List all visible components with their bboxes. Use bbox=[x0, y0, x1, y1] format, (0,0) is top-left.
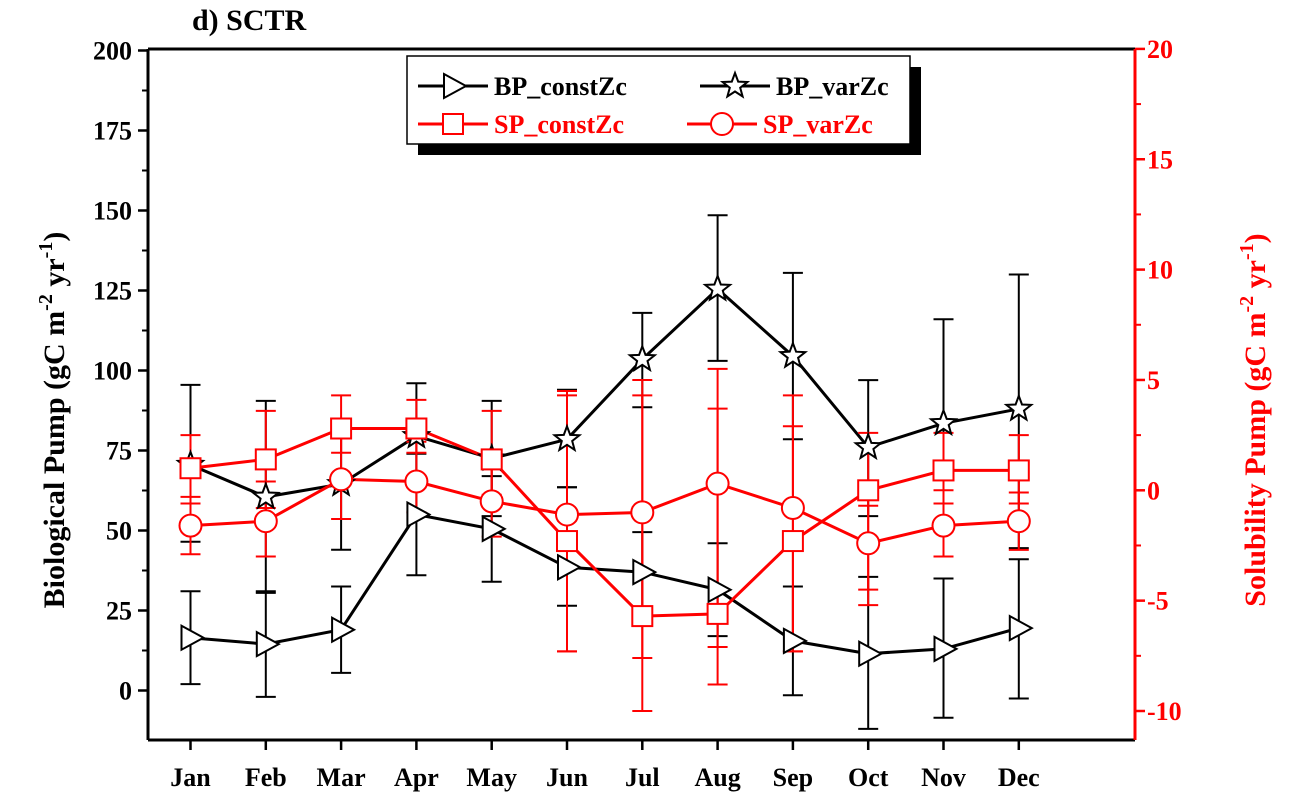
data-point-bp-varzc bbox=[928, 407, 959, 437]
y-left-tick-label: 175 bbox=[93, 117, 132, 146]
data-point-bp-varzc bbox=[702, 273, 733, 302]
x-tick-label: Aug bbox=[694, 763, 740, 792]
y-right-tick-label: 5 bbox=[1147, 366, 1160, 395]
legend-item-sp-constzc: SP_constZc bbox=[418, 110, 624, 139]
data-point-sp-constzc bbox=[932, 459, 955, 482]
x-tick-label: Sep bbox=[773, 763, 813, 792]
y-right-tick-label: -10 bbox=[1147, 697, 1182, 726]
x-tick-label: Feb bbox=[245, 763, 287, 792]
legend-item-bp-varzc: BP_varZc bbox=[700, 70, 889, 101]
y-right-tick-label: 0 bbox=[1147, 476, 1160, 505]
data-point-sp-varzc bbox=[1006, 509, 1031, 534]
y-right-tick-label: -5 bbox=[1147, 587, 1169, 616]
y-left-tick-label: 200 bbox=[93, 37, 132, 66]
data-point-bp-constzc bbox=[933, 635, 959, 663]
data-point-bp-varzc bbox=[853, 431, 884, 461]
data-point-bp-constzc bbox=[331, 616, 357, 644]
y-left-tick-label: 75 bbox=[106, 437, 132, 466]
data-point-bp-constzc bbox=[557, 553, 583, 581]
y-right-tick-label: 15 bbox=[1147, 145, 1173, 174]
y-left-tick-label: 100 bbox=[93, 357, 132, 386]
data-point-sp-constzc bbox=[781, 530, 804, 553]
data-point-bp-constzc bbox=[406, 500, 432, 529]
data-point-sp-constzc bbox=[631, 605, 654, 628]
data-point-sp-constzc bbox=[179, 457, 202, 480]
data-point-bp-constzc bbox=[782, 627, 808, 655]
data-point-sp-constzc bbox=[1007, 459, 1030, 482]
data-point-bp-constzc bbox=[858, 640, 884, 668]
legend-label-bp-varzc: BP_varZc bbox=[776, 72, 889, 101]
legend-label-sp-constzc: SP_constZc bbox=[494, 110, 624, 139]
data-point-sp-varzc bbox=[329, 467, 354, 492]
y-left-axis-title: Biological Pump (gC m-2 yr-1) bbox=[35, 232, 71, 609]
legend-marker-bp-constzc bbox=[443, 72, 469, 100]
data-point-sp-varzc bbox=[479, 489, 504, 514]
data-point-sp-varzc bbox=[253, 509, 278, 534]
data-point-sp-constzc bbox=[480, 448, 503, 471]
y-right-axis-title: Solubility Pump (gC m-2 yr-1) bbox=[1236, 233, 1272, 606]
data-point-bp-constzc bbox=[481, 515, 507, 543]
data-point-sp-varzc bbox=[931, 513, 956, 538]
x-tick-label: Mar bbox=[317, 763, 366, 792]
legend-marker-sp-constzc bbox=[442, 113, 464, 135]
x-tick-label: Jan bbox=[170, 763, 211, 792]
y-right-tick-label: 10 bbox=[1147, 256, 1173, 285]
data-point-sp-varzc bbox=[404, 469, 429, 494]
data-point-bp-constzc bbox=[255, 630, 281, 658]
data-point-sp-constzc bbox=[254, 448, 277, 471]
data-point-bp-constzc bbox=[632, 558, 658, 586]
data-point-bp-constzc bbox=[707, 576, 733, 604]
series-line-bp-constzc bbox=[190, 512, 1020, 656]
data-point-bp-varzc bbox=[1003, 393, 1034, 422]
y-left-tick-label: 25 bbox=[106, 597, 132, 626]
panel-title: d) SCTR bbox=[192, 4, 307, 37]
y-left-tick-label: 125 bbox=[93, 277, 132, 306]
data-point-bp-varzc bbox=[250, 481, 281, 510]
y-left-tick-label: 50 bbox=[106, 517, 132, 546]
data-point-sp-constzc bbox=[857, 479, 880, 502]
data-point-sp-constzc bbox=[556, 530, 578, 553]
x-tick-label: Jun bbox=[546, 763, 588, 792]
x-tick-label: Jul bbox=[625, 763, 660, 792]
legend-box bbox=[406, 55, 911, 145]
series-line-bp-varzc bbox=[189, 286, 1020, 499]
y-left-tick-label: 150 bbox=[93, 197, 132, 226]
x-tick-label: Oct bbox=[848, 763, 889, 792]
data-point-bp-varzc bbox=[627, 343, 658, 373]
data-point-bp-constzc bbox=[180, 624, 206, 652]
data-point-sp-varzc bbox=[555, 502, 579, 527]
data-point-sp-varzc bbox=[630, 500, 655, 525]
legend-marker-bp-varzc bbox=[719, 70, 751, 99]
data-point-bp-varzc bbox=[551, 423, 583, 453]
y-right-tick-label: 20 bbox=[1147, 35, 1173, 64]
data-point-bp-constzc bbox=[1008, 614, 1034, 642]
legend-marker-sp-varzc bbox=[710, 112, 734, 136]
y-left-tick-label: 0 bbox=[119, 677, 132, 706]
legend-label-sp-varzc: SP_varZc bbox=[763, 110, 873, 139]
legend-item-sp-varzc: SP_varZc bbox=[687, 110, 873, 139]
data-point-sp-varzc bbox=[705, 471, 730, 496]
data-point-sp-varzc bbox=[178, 513, 203, 538]
data-point-sp-constzc bbox=[330, 417, 353, 440]
data-point-sp-varzc bbox=[856, 531, 881, 556]
x-tick-label: Dec bbox=[998, 763, 1040, 792]
x-tick-label: Nov bbox=[921, 763, 966, 792]
data-point-bp-varzc bbox=[777, 340, 809, 369]
legend-label-bp-constzc: BP_constZc bbox=[494, 72, 627, 101]
data-point-sp-constzc bbox=[706, 602, 729, 625]
data-point-sp-constzc bbox=[405, 417, 428, 440]
data-point-sp-varzc bbox=[780, 495, 805, 520]
legend-item-bp-constzc: BP_constZc bbox=[418, 72, 627, 101]
series-line-sp-varzc bbox=[190, 477, 1019, 545]
series-line-sp-constzc bbox=[190, 427, 1019, 618]
x-tick-label: May bbox=[466, 763, 517, 792]
x-tick-label: Apr bbox=[394, 763, 439, 792]
